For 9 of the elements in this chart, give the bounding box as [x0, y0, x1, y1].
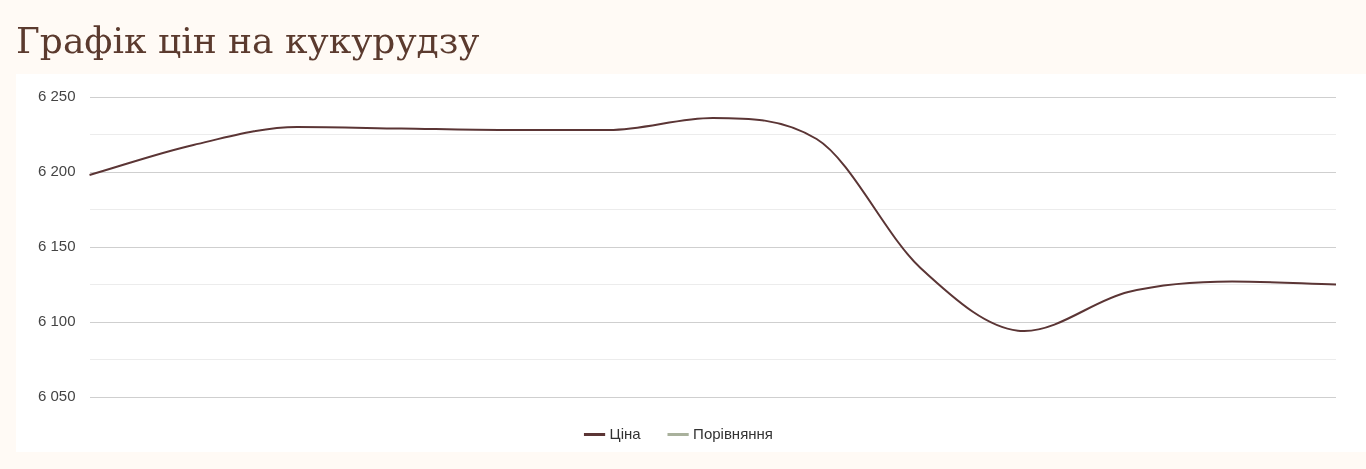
y-tick-label: 6 200 [37, 162, 76, 180]
legend-label: Ціна [609, 424, 642, 442]
y-tick-label: 6 100 [37, 312, 76, 330]
y-tick-label: 6 150 [37, 237, 76, 255]
y-tick-label: 6 250 [37, 87, 76, 105]
legend-label: Порівняння [693, 424, 773, 442]
y-tick-label: 6 050 [37, 387, 76, 405]
line-series [88, 117, 1337, 332]
chart-title: Графік цін на кукурудзу [16, 19, 480, 63]
